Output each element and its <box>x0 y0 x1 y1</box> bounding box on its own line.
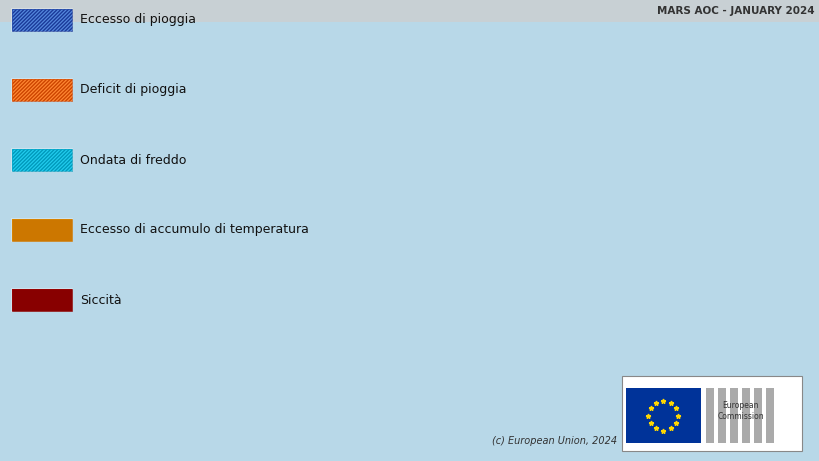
Bar <box>729 388 737 443</box>
Text: (c) European Union, 2024: (c) European Union, 2024 <box>491 436 616 446</box>
Bar <box>12 219 72 241</box>
Bar <box>753 388 761 443</box>
Bar <box>12 289 72 311</box>
Text: Eccesso di accumulo di temperatura: Eccesso di accumulo di temperatura <box>80 224 309 236</box>
Bar <box>12 9 72 31</box>
Bar <box>11 78 73 102</box>
Bar <box>12 9 72 31</box>
Bar <box>12 79 72 101</box>
Bar <box>625 388 700 443</box>
Text: European
Commission: European Commission <box>717 401 763 421</box>
Text: Deficit di pioggia: Deficit di pioggia <box>80 83 186 96</box>
Bar <box>11 288 73 312</box>
Bar <box>12 219 72 241</box>
Text: Eccesso di pioggia: Eccesso di pioggia <box>80 13 196 26</box>
Bar <box>0 0 819 22</box>
Bar <box>705 388 713 443</box>
Text: Ondata di freddo: Ondata di freddo <box>80 154 186 166</box>
Bar <box>12 149 72 171</box>
Bar <box>741 388 749 443</box>
Bar <box>12 149 72 171</box>
Bar <box>11 148 73 172</box>
Bar <box>11 218 73 242</box>
Bar <box>622 376 801 451</box>
Bar <box>11 8 73 32</box>
Bar <box>12 289 72 311</box>
Text: Siccità: Siccità <box>80 294 121 307</box>
Bar <box>717 388 725 443</box>
Text: MARS AOC - JANUARY 2024: MARS AOC - JANUARY 2024 <box>657 6 814 16</box>
Bar <box>12 79 72 101</box>
Bar <box>765 388 773 443</box>
